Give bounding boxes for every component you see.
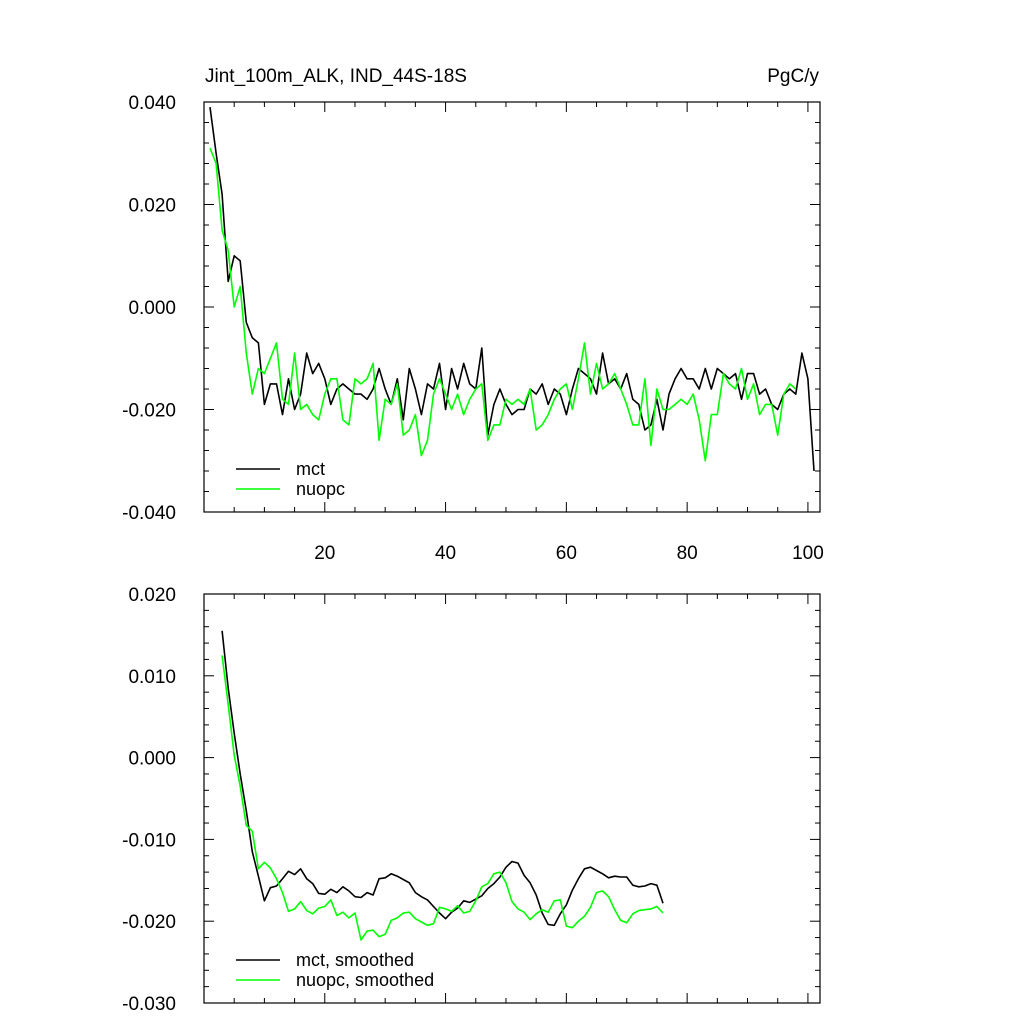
y-tick-label: 0.020 bbox=[128, 585, 176, 606]
y-tick-label: 0.010 bbox=[128, 667, 176, 688]
y-tick-label: -0.010 bbox=[122, 830, 176, 851]
chart-title: Jint_100m_ALK, IND_44S-18S bbox=[205, 66, 467, 87]
x-tick-label: 20 bbox=[314, 543, 335, 564]
legend-label: mct bbox=[296, 459, 325, 479]
series-line-0 bbox=[221, 630, 664, 927]
y-tick-label: 0.020 bbox=[128, 196, 176, 217]
x-tick-label: 100 bbox=[792, 543, 824, 564]
series-line-1 bbox=[221, 655, 664, 941]
legend-label: nuopc bbox=[296, 479, 345, 499]
chart-panel-bottom: -0.030 -0.020 -0.010 0.000 0.010 0.020 mct, sm… bbox=[122, 585, 821, 1015]
chart-panel-top: 20 40 60 80 100 -0.040 -0.020 0.000 0.020 0.040 Ji… bbox=[122, 66, 824, 564]
y-tick-label: -0.030 bbox=[122, 994, 176, 1015]
y-tick-label: -0.040 bbox=[122, 503, 176, 524]
x-tick-label: 40 bbox=[435, 543, 456, 564]
y-tick-label: -0.020 bbox=[122, 912, 176, 933]
y-tick-label: 0.000 bbox=[128, 749, 176, 770]
y-tick-label: 0.040 bbox=[128, 93, 176, 114]
legend-label: nuopc, smoothed bbox=[296, 970, 434, 990]
y-tick-label: 0.000 bbox=[128, 298, 176, 319]
legend-label: mct, smoothed bbox=[296, 950, 414, 970]
y-tick-label: -0.020 bbox=[122, 401, 176, 422]
x-tick-label: 80 bbox=[677, 543, 698, 564]
chart-units: PgC/y bbox=[767, 66, 819, 87]
x-tick-label: 60 bbox=[556, 543, 577, 564]
plot-frame bbox=[203, 101, 821, 513]
series-line-0 bbox=[209, 106, 815, 472]
series-line-1 bbox=[209, 147, 797, 462]
plot-frame bbox=[203, 593, 821, 1004]
